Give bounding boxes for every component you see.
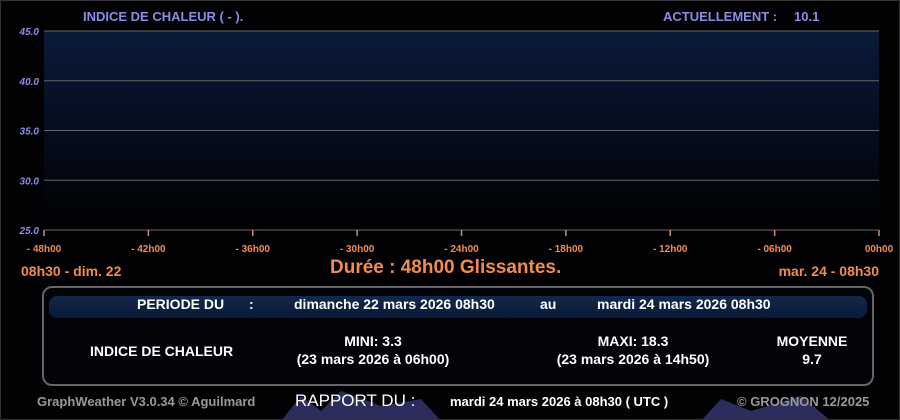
period-start: dimanche 22 mars 2026 08h30 (294, 296, 495, 312)
y-tick-label: 30.0 (20, 176, 40, 187)
current-label: ACTUELLEMENT : (663, 9, 778, 24)
mountain-decoration (282, 391, 829, 419)
duration-label: Durée : 48h00 Glissantes. (330, 257, 562, 278)
measure-label: INDICE DE CHALEUR (90, 343, 234, 359)
x-tick-label: - 42h00 (131, 244, 166, 255)
app-credit: GraphWeather V3.0.34 © Aguilmard (37, 394, 256, 409)
moyenne-label: MOYENNE (776, 333, 848, 349)
period-label: PERIODE DU (137, 296, 225, 312)
rapport-label: RAPPORT DU : (295, 391, 416, 410)
maxi-date: (23 mars 2026 à 14h50) (556, 351, 710, 367)
maxi-value: MAXI: 18.3 (597, 333, 669, 349)
mini-date: (23 mars 2026 à 06h00) (296, 351, 450, 367)
period-au: au (540, 296, 557, 312)
copyright: © GROGNON 12/2025 (737, 394, 870, 409)
end-label: mar. 24 - 08h30 (778, 263, 879, 279)
x-tick-label: - 18h00 (549, 244, 584, 255)
x-tick-label: - 48h00 (27, 244, 62, 255)
x-tick-label: - 30h00 (340, 244, 375, 255)
period-end: mardi 24 mars 2026 08h30 (597, 296, 771, 312)
current-value: 10.1 (794, 9, 820, 24)
x-tick-label: - 24h00 (444, 244, 479, 255)
x-tick-label: 00h00 (865, 244, 894, 255)
period-colon: : (249, 296, 254, 312)
x-tick-label: - 12h00 (653, 244, 688, 255)
mini-value: MINI: 3.3 (344, 333, 402, 349)
y-tick-label: 40.0 (19, 77, 40, 88)
rapport-date: mardi 24 mars 2026 à 08h30 ( UTC ) (450, 394, 669, 409)
y-tick-label: 25.0 (19, 226, 40, 237)
moyenne-value: 9.7 (802, 351, 822, 367)
y-tick-label: 35.0 (20, 127, 40, 138)
chart-title: INDICE DE CHALEUR ( - ). (83, 9, 244, 24)
summary-panel (42, 286, 874, 386)
y-tick-label: 45.0 (19, 27, 40, 38)
x-tick-label: - 06h00 (757, 244, 792, 255)
period-band (49, 296, 867, 318)
x-tick-label: - 36h00 (236, 244, 271, 255)
start-label: 08h30 - dim. 22 (21, 263, 122, 279)
